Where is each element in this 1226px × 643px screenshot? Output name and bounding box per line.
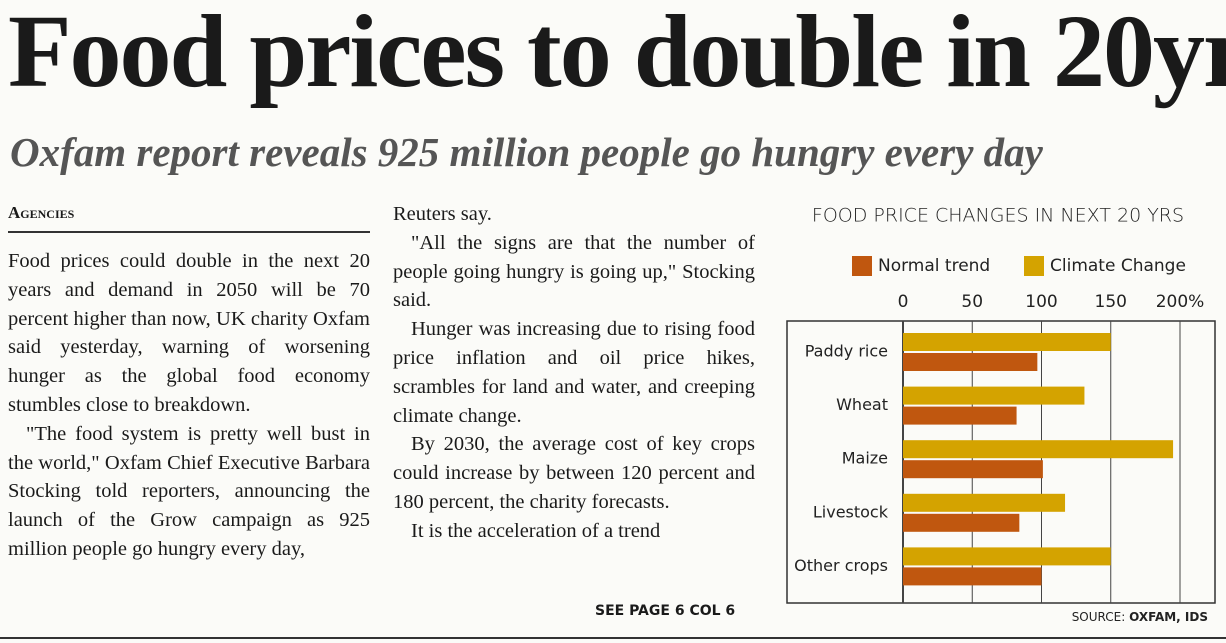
bar [903, 567, 1042, 586]
subheadline: Oxfam report reveals 925 million people … [10, 129, 1043, 175]
plot-frame [786, 320, 1216, 604]
text-column: Reuters say. "All the signs are that the … [393, 200, 755, 546]
paragraph: By 2030, the average cost of key crops c… [393, 433, 755, 513]
chart-source: SOURCE: OXFAM, IDS [1072, 610, 1208, 624]
bar [903, 333, 1111, 351]
bar [903, 460, 1043, 479]
legend-label: Normal trend [878, 256, 990, 276]
legend-swatch [1024, 256, 1044, 276]
paragraph: "The food system is pretty well bust in … [8, 422, 370, 560]
x-tick-label: 100 [1025, 292, 1057, 312]
paragraph: Hunger was increasing due to rising food… [393, 318, 755, 427]
source: OXFAM, IDS [1129, 610, 1208, 624]
category-label: Wheat [836, 395, 888, 414]
paragraph: "All the signs are that the number of pe… [393, 231, 755, 312]
category-label: Livestock [813, 502, 889, 521]
paragraph: Food prices could double in the next 20 … [8, 250, 370, 416]
bar [903, 513, 1020, 532]
byline: Agencies [8, 203, 370, 233]
x-tick-label: 0 [898, 292, 909, 312]
continued-note: SEE PAGE 6 COL 6 [595, 603, 736, 619]
chart-title: FOOD PRICE CHANGES IN NEXT 20 YRS [812, 205, 1184, 227]
bar [903, 386, 1085, 405]
legend-swatch [852, 256, 872, 276]
text-column: Food prices could double in the next 20 … [8, 247, 370, 564]
bar [903, 493, 1066, 512]
rule [0, 637, 1226, 639]
category-label: Other crops [794, 556, 888, 575]
paragraph: Reuters say. [393, 203, 492, 225]
bar [903, 406, 1017, 425]
bar [903, 440, 1174, 459]
category-label: Maize [842, 449, 888, 468]
legend-label: Climate Change [1050, 256, 1186, 276]
x-tick-label: 50 [961, 292, 983, 312]
headline: Food prices to double in 20yrs [8, 0, 1226, 109]
bar [903, 353, 1038, 371]
x-tick-label: 200% [1156, 292, 1205, 312]
bar [903, 547, 1111, 566]
paragraph: It is the acceleration of a trend [411, 519, 661, 542]
source-label: SOURCE: [1072, 610, 1126, 624]
x-tick-label: 150 [1095, 292, 1127, 312]
category-label: Paddy rice [805, 342, 888, 361]
